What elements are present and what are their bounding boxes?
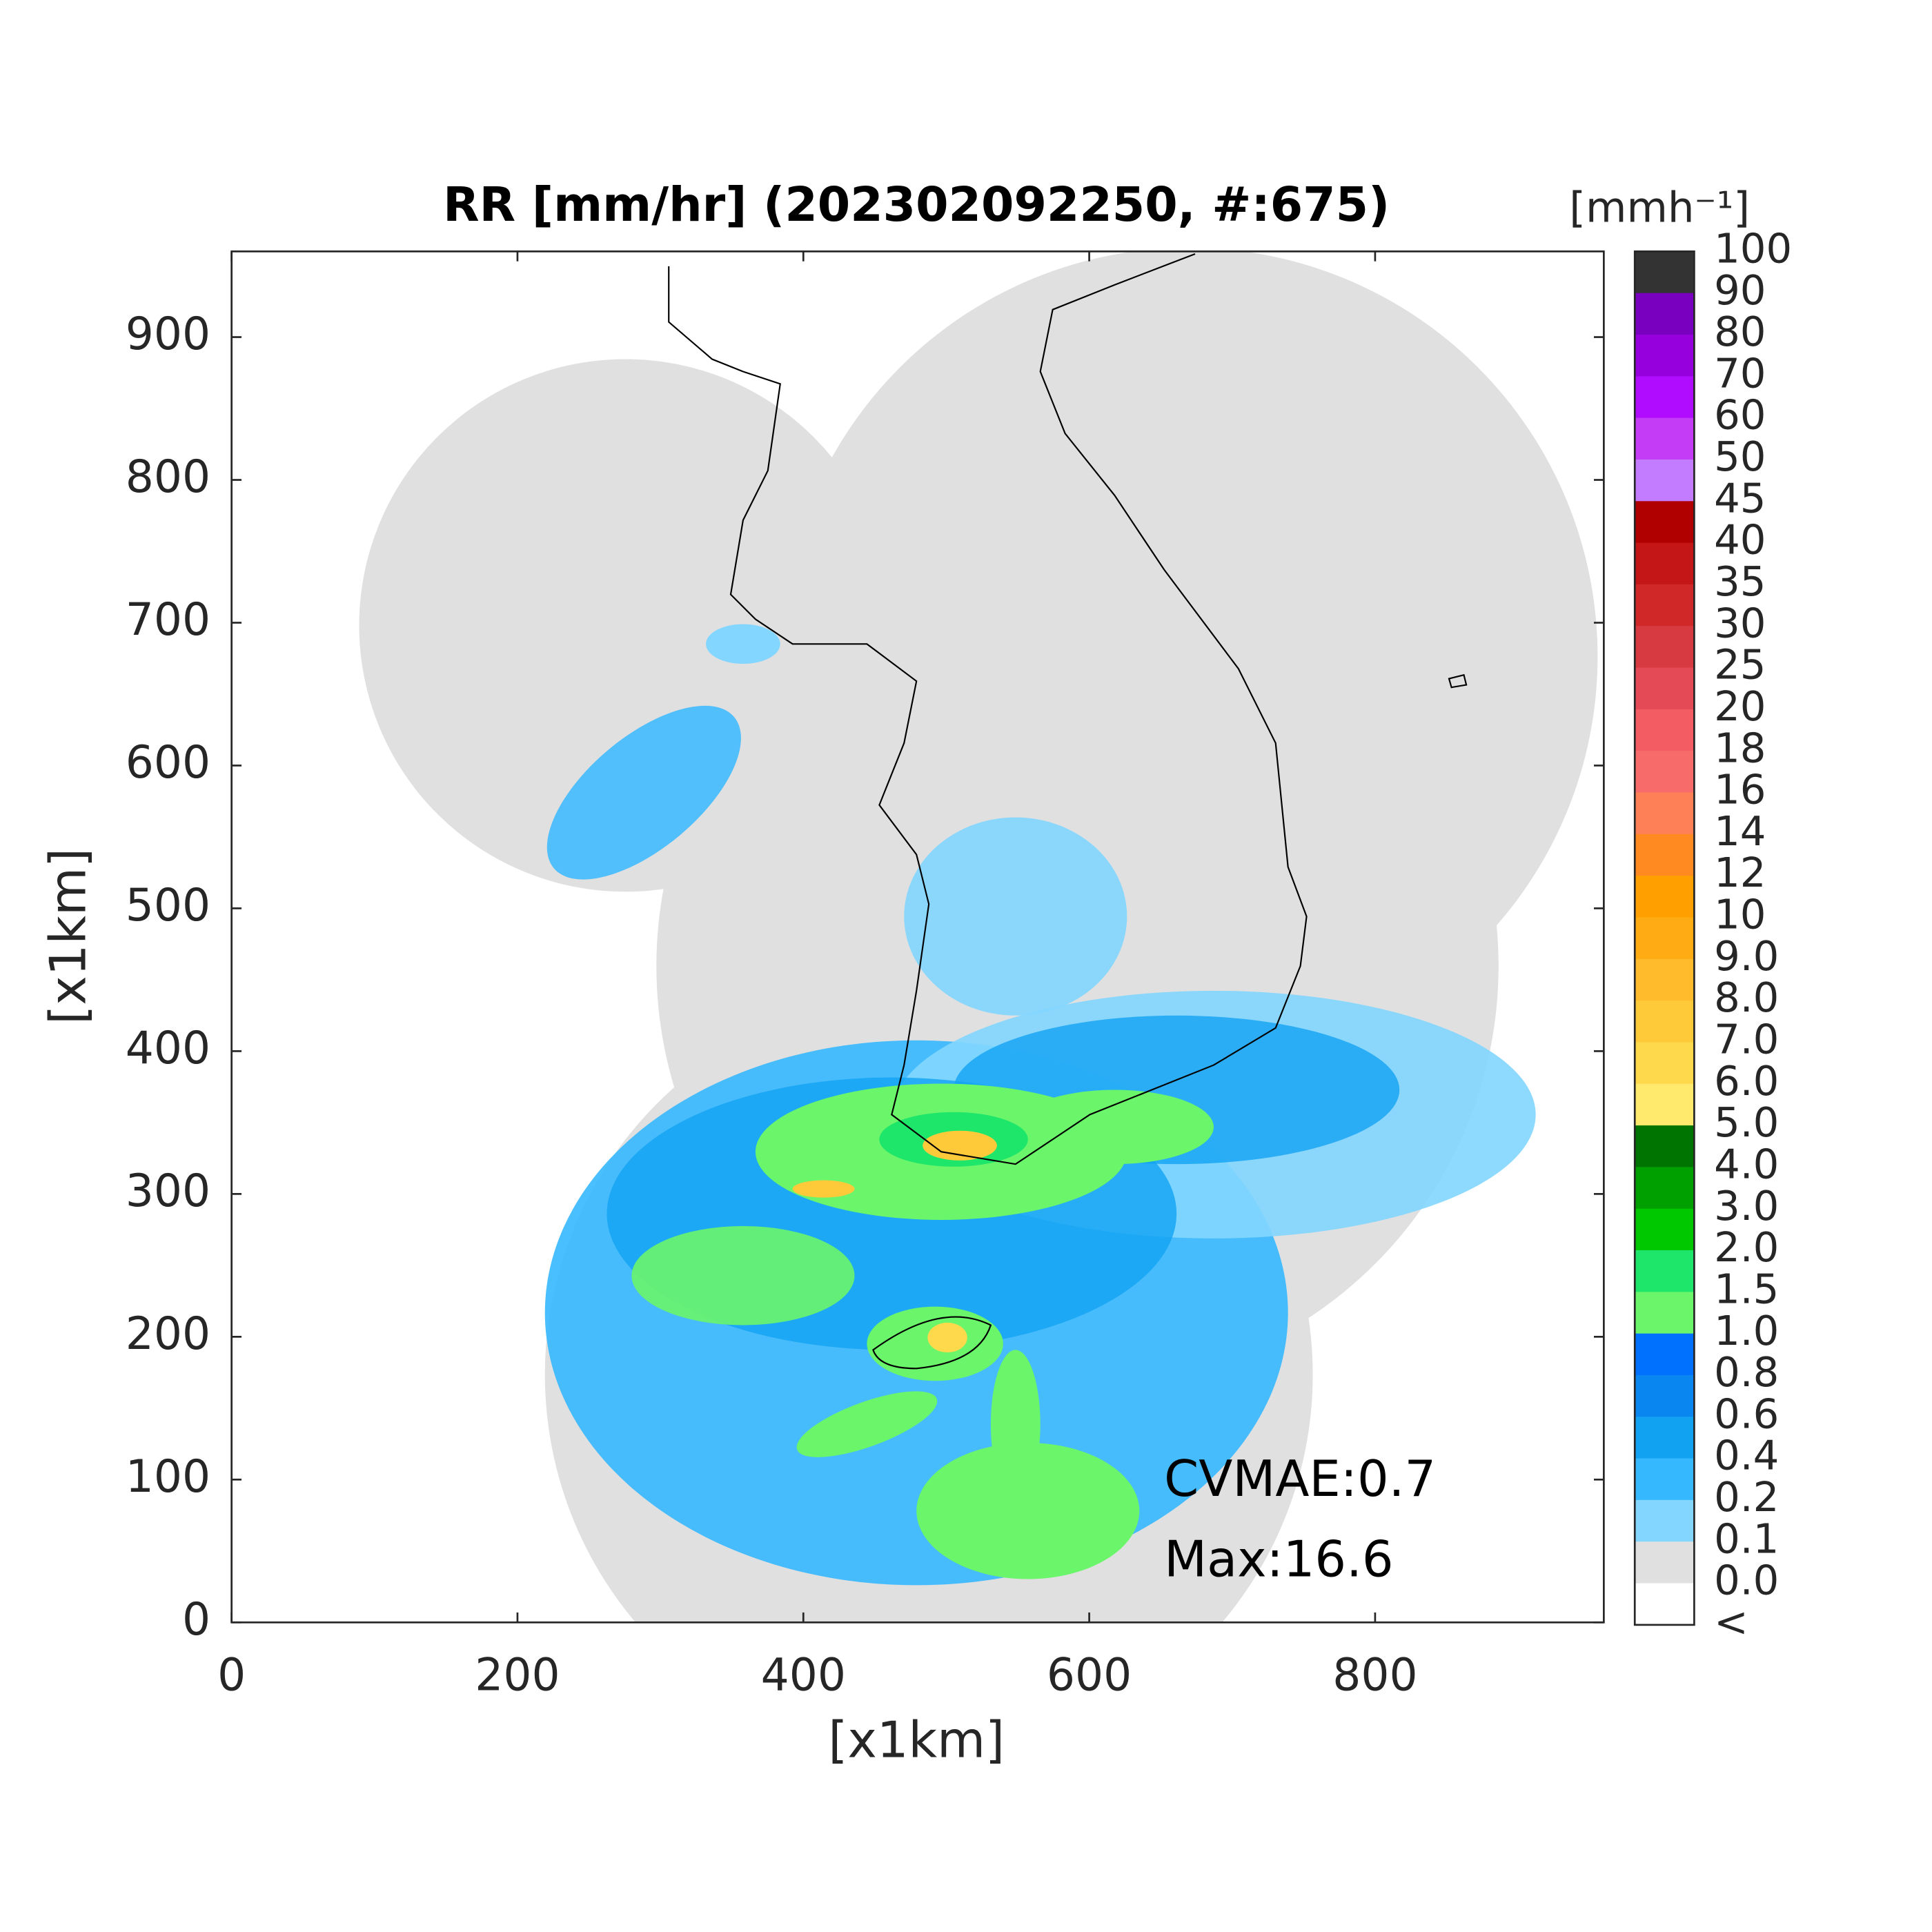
colorbar-segment [1635, 1458, 1695, 1501]
colorbar-segment [1635, 834, 1695, 877]
colorbar-label: 0.2 [1714, 1473, 1779, 1521]
colorbar-label: 100 [1714, 224, 1792, 272]
colorbar-segment [1635, 792, 1695, 835]
colorbar-units: [mmh⁻¹] [1569, 184, 1750, 233]
colorbar-segment [1635, 709, 1695, 752]
colorbar-segment [1635, 1499, 1695, 1543]
colorbar-label: 8.0 [1714, 974, 1779, 1021]
generated: 0 200 400 600 800 0 100 200 300 400 500 600 700 800 90… [126, 224, 1792, 1701]
colorbar-label: 7.0 [1714, 1016, 1779, 1063]
colorbar-segment [1635, 1250, 1695, 1293]
y-tick-label: 200 [126, 1308, 210, 1360]
colorbar-label: 18 [1714, 724, 1766, 771]
colorbar-label: 10 [1714, 891, 1766, 938]
colorbar-segment [1635, 667, 1695, 710]
colorbar-label: < [1714, 1598, 1748, 1646]
colorbar-label: 20 [1714, 682, 1766, 730]
y-tick-label: 500 [126, 880, 210, 931]
colorbar-segment [1635, 1583, 1695, 1626]
colorbar-frame [1633, 250, 1695, 1626]
colorbar-segment [1635, 251, 1695, 294]
colorbar-label: 2.0 [1714, 1223, 1779, 1271]
colorbar-segment [1635, 958, 1695, 1001]
plot-frame [230, 250, 1605, 1624]
colorbar-label: 0.0 [1714, 1557, 1779, 1604]
colorbar-label: 6.0 [1714, 1057, 1779, 1105]
colorbar-label: 1.0 [1714, 1307, 1779, 1354]
colorbar-label: 30 [1714, 599, 1766, 647]
colorbar-segment [1635, 293, 1695, 335]
colorbar-label: 16 [1714, 766, 1766, 814]
colorbar-label: 60 [1714, 391, 1766, 439]
colorbar-segment [1635, 1000, 1695, 1043]
x-tick-label: 800 [1332, 1650, 1417, 1702]
precipitation [544, 624, 1536, 1586]
x-tick-label: 200 [475, 1650, 560, 1702]
x-tick-label: 400 [761, 1650, 846, 1702]
coastline [668, 253, 1468, 1370]
x-axis-label: [x1km] [828, 1711, 1005, 1769]
colorbar-label: 45 [1714, 474, 1766, 522]
colorbar-label: 35 [1714, 558, 1766, 605]
colorbar-segment [1635, 542, 1695, 585]
colorbar-label: 9.0 [1714, 932, 1779, 980]
colorbar-label: 25 [1714, 641, 1766, 689]
colorbar-segment [1635, 1292, 1695, 1334]
colorbar-segment [1635, 1541, 1695, 1584]
annotation: Max:16.6 [1164, 1530, 1393, 1588]
colorbar-segment [1635, 876, 1695, 918]
colorbar-label: 0.8 [1714, 1348, 1779, 1396]
colorbar-segment [1635, 1208, 1695, 1251]
colorbar-label: 12 [1714, 849, 1766, 896]
y-axis-label: [x1km] [39, 848, 97, 1025]
colorbar-label: 0.1 [1714, 1515, 1779, 1562]
colorbar-segment [1635, 376, 1695, 419]
colorbar-segment [1635, 917, 1695, 960]
y-tick-label: 800 [126, 451, 210, 503]
colorbar-label: 40 [1714, 516, 1766, 564]
colorbar-label: 14 [1714, 807, 1766, 855]
colorbar-segment [1635, 1083, 1695, 1126]
colorbar-segment [1635, 1374, 1695, 1418]
title: RR [mm/hr] (202302092250, #:675) [443, 178, 1390, 233]
x-tick-label: 600 [1047, 1650, 1132, 1702]
colorbar-label: 0.4 [1714, 1432, 1779, 1479]
colorbar-label: 80 [1714, 308, 1766, 355]
annotation: CVMAE:0.7 [1164, 1450, 1436, 1508]
y-tick-label: 600 [126, 737, 210, 789]
colorbar-segment [1635, 417, 1695, 460]
y-tick-label: 400 [126, 1023, 210, 1074]
colorbar-label: 1.5 [1714, 1265, 1779, 1312]
colorbar-segment [1635, 626, 1695, 669]
colorbar-label: 50 [1714, 433, 1766, 480]
colorbar-segment [1635, 584, 1695, 627]
map-area [359, 251, 1598, 1623]
colorbar-segment [1635, 334, 1695, 377]
y-tick-label: 0 [182, 1594, 210, 1646]
y-tick-label: 100 [126, 1451, 210, 1503]
x-tick-label: 0 [217, 1650, 246, 1702]
y-tick-label: 900 [126, 308, 210, 360]
colorbar-label: 90 [1714, 266, 1766, 314]
y-tick-label: 300 [126, 1165, 210, 1217]
colorbar-segment [1635, 1417, 1695, 1459]
colorbar-segment [1635, 1333, 1695, 1376]
colorbar-segment [1635, 1167, 1695, 1210]
colorbar-label: 4.0 [1714, 1140, 1779, 1187]
colorbar-label: 3.0 [1714, 1182, 1779, 1230]
colorbar-segment [1635, 1125, 1695, 1168]
colorbar-label: 70 [1714, 349, 1766, 397]
colorbar-segment [1635, 1042, 1695, 1085]
y-tick-label: 700 [126, 594, 210, 646]
colorbar-label: 0.6 [1714, 1390, 1779, 1437]
colorbar-segment [1635, 751, 1695, 793]
colorbar-segment [1635, 501, 1695, 544]
colorbar-segment [1635, 459, 1695, 502]
colorbar-label: 5.0 [1714, 1098, 1779, 1146]
